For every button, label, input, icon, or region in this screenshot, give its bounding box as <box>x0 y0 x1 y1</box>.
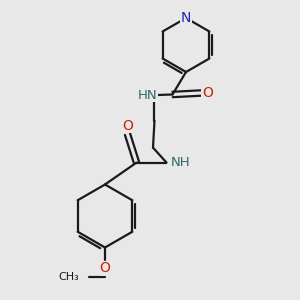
Text: O: O <box>100 262 110 275</box>
Text: NH: NH <box>171 156 190 169</box>
Text: O: O <box>202 86 213 100</box>
Text: N: N <box>181 11 191 25</box>
Text: CH₃: CH₃ <box>59 272 80 282</box>
Text: HN: HN <box>138 88 158 102</box>
Text: O: O <box>122 119 133 133</box>
